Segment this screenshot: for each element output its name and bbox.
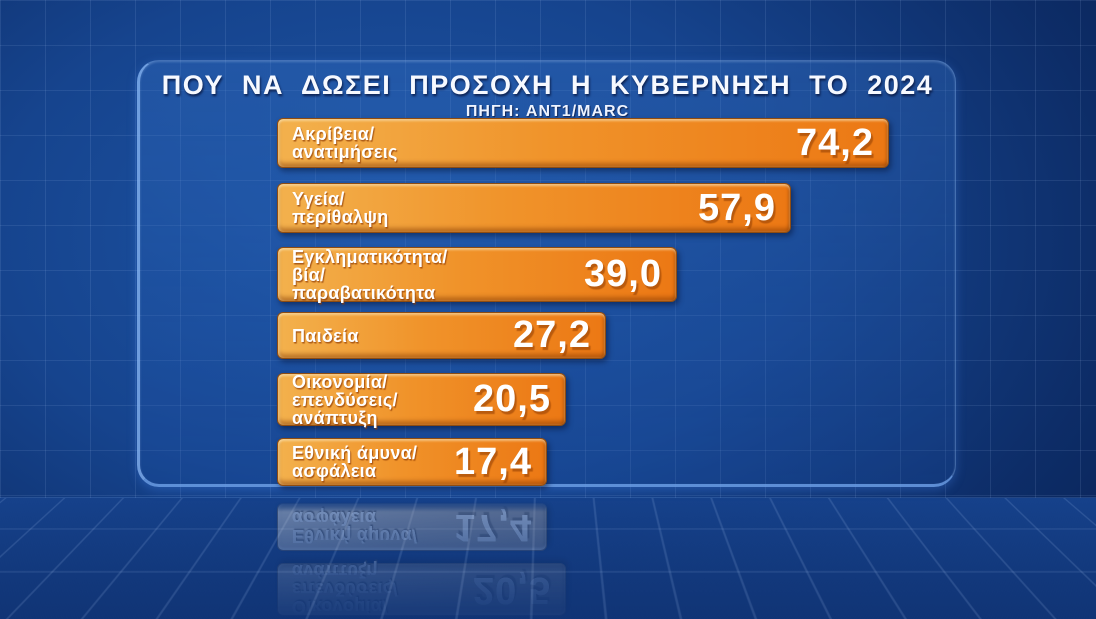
bar-value: 17,4 — [454, 440, 532, 483]
bar-value: 27,2 — [513, 314, 591, 356]
bar-label: Παιδεία — [292, 325, 359, 346]
bar-row: Ακρίβεια/ανατιμήσεις 74,2 — [277, 118, 889, 168]
bar-label: Υγεία/περίθαλψη — [292, 189, 389, 227]
bar-label: Εγκληματικότητα/βία/παραβατικότητα — [292, 246, 448, 303]
bar-row: Εγκληματικότητα/βία/παραβατικότητα 39,0 — [277, 247, 677, 302]
floor — [0, 497, 1096, 619]
bar-value: 20,5 — [473, 378, 551, 420]
bar-label: Ακρίβεια/ανατιμήσεις — [292, 124, 398, 162]
bar-value: 57,9 — [698, 186, 776, 229]
bar-row: Παιδεία 27,2 — [277, 312, 606, 359]
chart-source: ΠΗΓΗ: ANT1/MARC — [465, 103, 630, 120]
bar-row: Οικονομία/επενδύσεις/ανάπτυξη 20,5 — [277, 371, 566, 428]
bar-value: 39,0 — [584, 253, 662, 295]
bar-row: Εθνική άμυνα/ασφάλεια 17,4 — [277, 438, 547, 486]
chart-title: ΠΟΥ ΝΑ ΔΩΣΕΙ ΠΡΟΣΟΧΗ Η ΚΥΒΕΡΝΗΣΗ ΤΟ 2024 — [161, 70, 934, 100]
bar-value: 74,2 — [796, 121, 874, 164]
bar-label: Οικονομία/επενδύσεις/ανάπτυξη — [292, 371, 398, 428]
bar-row: Υγεία/περίθαλψη 57,9 — [277, 183, 791, 233]
bar-label: Εθνική άμυνα/ασφάλεια — [292, 443, 418, 481]
